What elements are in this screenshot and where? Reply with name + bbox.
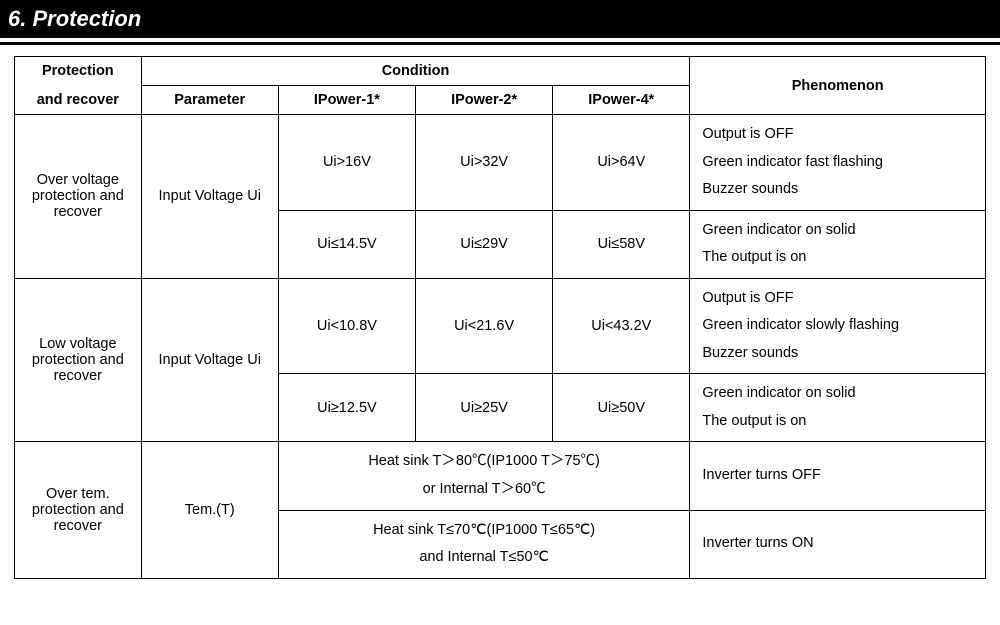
condition-span-cell: Heat sink T＞80℃(IP1000 T＞75℃)or Internal…: [278, 442, 690, 510]
section-title: 6. Protection: [8, 6, 141, 31]
parameter-cell: Tem.(T): [141, 442, 278, 578]
table-row: Over tem. protection and recoverTem.(T)H…: [15, 442, 986, 510]
condition-cell: Ui≥12.5V: [278, 374, 415, 442]
protection-table: Protection Condition Phenomenon and reco…: [14, 56, 986, 579]
phenomenon-cell: Output is OFFGreen indicator fast flashi…: [690, 115, 986, 211]
condition-cell: Ui≥25V: [416, 374, 553, 442]
condition-cell: Ui≤58V: [553, 210, 690, 278]
protection-table-container: Protection Condition Phenomenon and reco…: [0, 42, 1000, 593]
phenomenon-cell: Green indicator on solidThe output is on: [690, 374, 986, 442]
col-ipower4: IPower-4*: [553, 86, 690, 115]
condition-cell: Ui≤29V: [416, 210, 553, 278]
protection-label: Low voltage protection and recover: [15, 278, 142, 442]
parameter-cell: Input Voltage Ui: [141, 278, 278, 442]
section-header: 6. Protection: [0, 0, 1000, 42]
protection-label: Over tem. protection and recover: [15, 442, 142, 578]
phenomenon-cell: Green indicator on solidThe output is on: [690, 210, 986, 278]
parameter-cell: Input Voltage Ui: [141, 115, 278, 279]
header-row-1: Protection Condition Phenomenon: [15, 57, 986, 86]
col-protection-recover-sub: and recover: [15, 86, 142, 115]
protection-label: Over voltage protection and recover: [15, 115, 142, 279]
col-ipower1: IPower-1*: [278, 86, 415, 115]
condition-cell: Ui<43.2V: [553, 278, 690, 374]
condition-cell: Ui>32V: [416, 115, 553, 211]
table-row: Over voltage protection and recoverInput…: [15, 115, 986, 211]
condition-cell: Ui≥50V: [553, 374, 690, 442]
col-phenomenon: Phenomenon: [690, 57, 986, 115]
table-body: Over voltage protection and recoverInput…: [15, 115, 986, 579]
col-parameter: Parameter: [141, 86, 278, 115]
condition-cell: Ui≤14.5V: [278, 210, 415, 278]
table-row: Low voltage protection and recoverInput …: [15, 278, 986, 374]
condition-cell: Ui>16V: [278, 115, 415, 211]
phenomenon-cell: Inverter turns ON: [690, 510, 986, 578]
condition-cell: Ui>64V: [553, 115, 690, 211]
col-protection-recover: Protection: [15, 57, 142, 86]
col-condition: Condition: [141, 57, 690, 86]
condition-span-cell: Heat sink T≤70℃(IP1000 T≤65℃)and Interna…: [278, 510, 690, 578]
phenomenon-cell: Output is OFFGreen indicator slowly flas…: [690, 278, 986, 374]
col-ipower2: IPower-2*: [416, 86, 553, 115]
condition-cell: Ui<21.6V: [416, 278, 553, 374]
condition-cell: Ui<10.8V: [278, 278, 415, 374]
phenomenon-cell: Inverter turns OFF: [690, 442, 986, 510]
